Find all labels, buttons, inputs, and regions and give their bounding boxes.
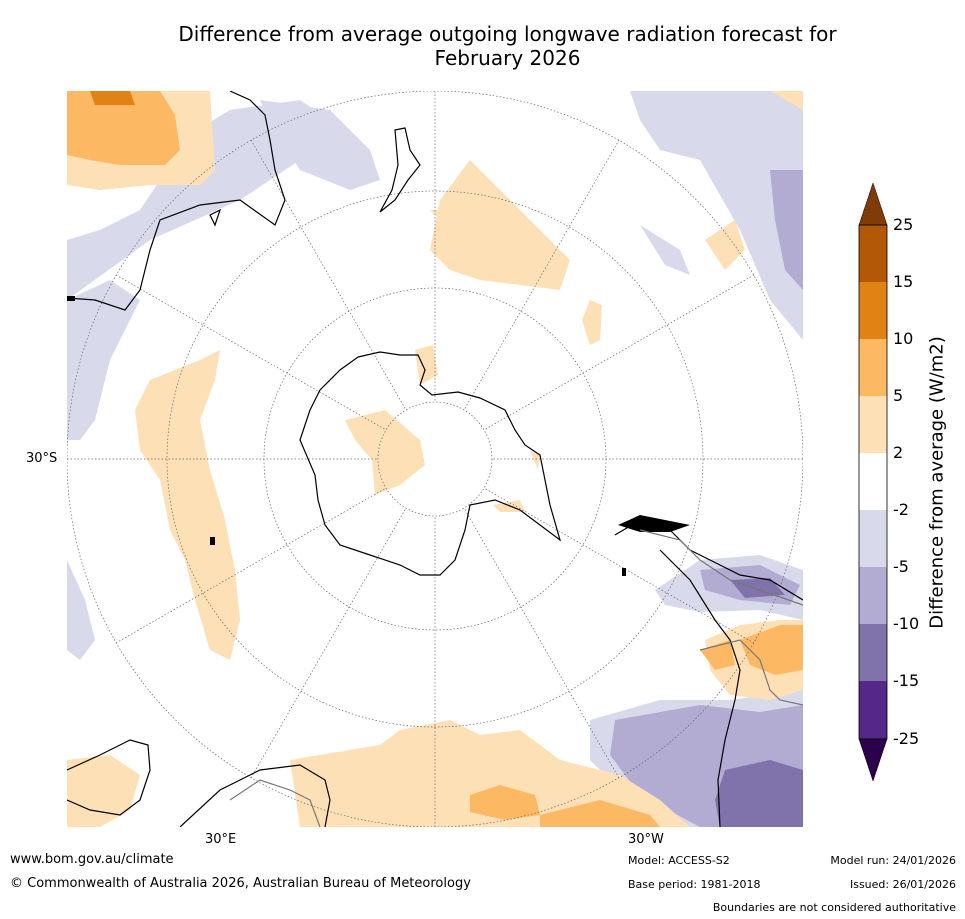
colorbar-tick: -15 — [893, 671, 920, 690]
website-link[interactable]: www.bom.gov.au/climate — [10, 852, 174, 867]
anomaly-10-to-15 — [90, 91, 135, 105]
disclaimer: Boundaries are not considered authoritat… — [712, 901, 956, 914]
issued-date: Issued: 26/01/2026 — [849, 878, 956, 891]
colorbar-title: Difference from average (W/m2) — [926, 336, 948, 629]
colorbar-tick: 25 — [893, 215, 914, 234]
colorbar-tick: -25 — [893, 729, 920, 748]
colorbar-tick: 5 — [893, 386, 904, 405]
title-line-1: Difference from average outgoing longwav… — [178, 22, 837, 46]
title-line-2: February 2026 — [434, 46, 581, 70]
base-period: Base period: 1981-2018 — [628, 878, 761, 891]
lat-label-30s: 30°S — [26, 451, 58, 466]
colorbar-tick: -10 — [893, 614, 920, 633]
anomaly-5-to-10 — [67, 91, 803, 827]
model-name: Model: ACCESS-S2 — [628, 854, 730, 867]
lon-label-30e: 30°E — [205, 832, 237, 847]
map-panel — [67, 91, 803, 827]
model-run: Model run: 24/01/2026 — [830, 854, 956, 867]
colorbar-tick: -2 — [893, 500, 909, 519]
land-islands — [67, 296, 690, 576]
anomaly-minus10-to-minus15 — [715, 578, 803, 827]
lon-label-30w: 30°W — [628, 832, 664, 847]
colorbar-tick: 2 — [893, 443, 904, 462]
borders — [229, 529, 803, 827]
colorbar — [858, 182, 888, 782]
copyright: © Commonwealth of Australia 2026, Austra… — [10, 876, 471, 891]
colorbar-tick: 15 — [893, 272, 914, 291]
graticule — [67, 91, 803, 827]
colorbar-tick: -5 — [893, 557, 909, 576]
colorbar-tick: 10 — [893, 329, 914, 348]
map-title: Difference from average outgoing longwav… — [60, 22, 955, 70]
